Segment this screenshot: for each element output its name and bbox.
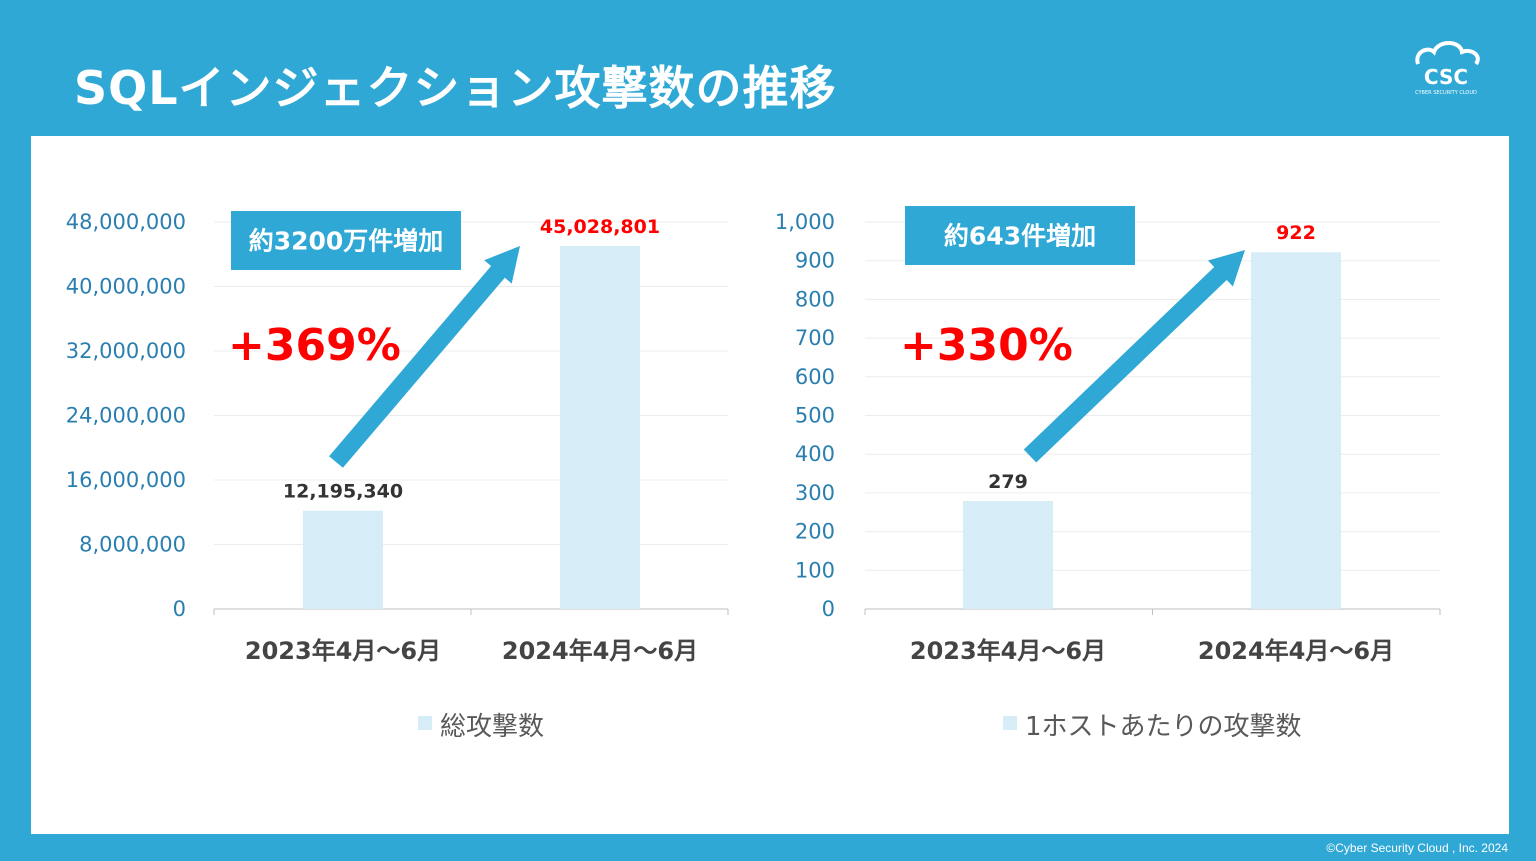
copyright: ©Cyber Security Cloud , Inc. 2024: [1326, 841, 1508, 855]
bar: [1251, 252, 1341, 609]
x-category-label: 2024年4月～6月: [502, 637, 698, 665]
legend-label: 1ホストあたりの攻撃数: [1025, 712, 1302, 742]
y-tick-label: 0: [173, 597, 186, 621]
y-tick-label: 1,000: [775, 210, 835, 234]
legend-swatch: [418, 716, 432, 730]
y-tick-label: 300: [795, 481, 835, 505]
y-tick-label: 24,000,000: [66, 404, 186, 428]
x-category-label: 2023年4月～6月: [910, 637, 1106, 665]
y-tick-label: 700: [795, 326, 835, 350]
bar: [560, 245, 640, 609]
logo-text: CSC: [1424, 65, 1468, 89]
x-category-label: 2024年4月～6月: [1198, 637, 1394, 665]
y-tick-label: 100: [795, 558, 835, 582]
data-label: 12,195,340: [283, 481, 403, 503]
cloud-icon: [1415, 41, 1480, 66]
growth-arrow-icon: [1023, 250, 1245, 463]
slide-title: SQLインジェクション攻撃数の推移: [74, 61, 837, 115]
y-tick-label: 16,000,000: [66, 468, 186, 492]
data-label: 279: [988, 471, 1028, 493]
y-tick-label: 800: [795, 287, 835, 311]
legend-label: 総攻撃数: [440, 712, 544, 742]
increase-callout-text: 約3200万件増加: [249, 227, 444, 256]
y-tick-label: 900: [795, 249, 835, 273]
logo-subtext: CYBER SECURITY CLOUD: [1415, 90, 1477, 96]
increase-callout-text: 約643件増加: [944, 222, 1096, 251]
y-tick-label: 200: [795, 520, 835, 544]
x-category-label: 2023年4月～6月: [245, 637, 441, 665]
y-tick-label: 500: [795, 404, 835, 428]
growth-percentage: +369%: [228, 320, 401, 371]
bar: [963, 501, 1053, 609]
growth-percentage: +330%: [900, 320, 1073, 371]
y-tick-label: 48,000,000: [66, 210, 186, 234]
bar: [303, 510, 383, 609]
y-tick-label: 400: [795, 442, 835, 466]
y-tick-label: 600: [795, 365, 835, 389]
y-tick-label: 0: [822, 597, 835, 621]
legend-swatch: [1003, 716, 1017, 730]
growth-arrow-icon: [329, 246, 520, 468]
increase-callout: [905, 206, 1135, 265]
csc-logo: CSC CYBER SECURITY CLOUD: [1415, 41, 1480, 96]
data-label: 922: [1276, 222, 1316, 244]
y-tick-label: 32,000,000: [66, 339, 186, 363]
y-tick-label: 40,000,000: [66, 275, 186, 299]
increase-callout: [231, 211, 461, 270]
y-tick-label: 8,000,000: [79, 533, 186, 557]
data-label: 45,028,801: [540, 216, 660, 238]
